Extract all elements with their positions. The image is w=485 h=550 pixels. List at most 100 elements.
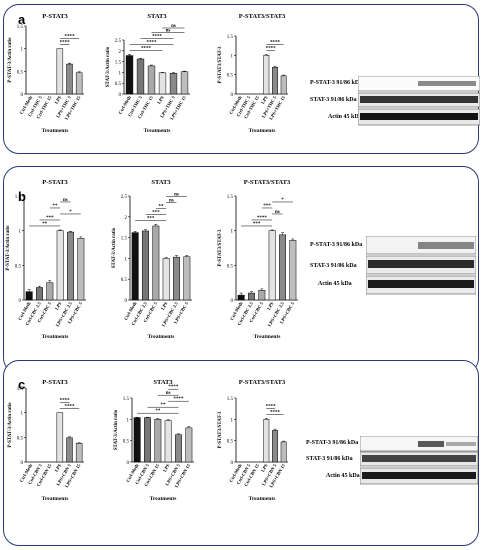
bar-c2-1 (144, 417, 151, 463)
chart-title-b3: P-STAT3/STAT3 (244, 179, 291, 186)
sig-label-b3-1: **** (257, 216, 268, 221)
y-tick-label-a2-2: 1 (119, 71, 122, 76)
y-tick-label-c2-2: 1 (127, 418, 130, 423)
y-tick-label-c3-3: 1.5 (227, 397, 234, 402)
chart-title-b1: P-STAT3 (42, 179, 68, 186)
y-label-a3: P-STAT3/STAT-3 (218, 46, 223, 83)
y-tick-label-a3-2: 1 (231, 54, 234, 59)
panel-label-a: a (18, 12, 26, 27)
x-label-a3: Treatments (249, 128, 276, 134)
y-tick-label-b2-5: 2.5 (121, 195, 128, 200)
sig-label-c2-2: **** (174, 397, 185, 402)
sig-label-c2-1: ** (161, 403, 167, 408)
bar-b2-5 (183, 256, 191, 301)
bar-b2-1 (142, 230, 149, 301)
bar-c3-4 (272, 430, 278, 463)
sig-label-c3-1: **** (266, 404, 277, 409)
bar-a2-5 (180, 71, 189, 95)
sig-label-a1-1: **** (65, 35, 76, 40)
chart-title-c1: P-STAT3 (42, 379, 68, 386)
category-label-b1-3: LPS (54, 301, 63, 311)
category-label-c3-3: LPS (260, 463, 269, 473)
y-tick-label-c3-1: 0.5 (227, 440, 234, 445)
x-label-c1: Treatments (42, 496, 69, 502)
category-label-a2-3: LPS (156, 95, 165, 105)
sig-label-b2-0: *** (147, 216, 155, 221)
bar-c3-3 (263, 419, 270, 463)
x-label-b3: Treatments (254, 334, 281, 340)
blot-c-label-pstat: P-STAT-3 91/86 kDa (306, 440, 359, 446)
y-tick-label-a2-4: 2 (119, 50, 122, 55)
bar-a2-0 (125, 55, 134, 95)
sig-label-a3-0: **** (266, 47, 277, 52)
y-label-c1: P-STAT-3/Actin ratio (8, 402, 13, 448)
y-label-b3: P-STAT3/STAT-3 (218, 229, 223, 266)
bar-a1-5 (75, 72, 83, 95)
y-label-c2: STAT-3/Actin ratio (114, 409, 119, 450)
sig-label-a1-0: **** (60, 41, 71, 46)
y-label-a2: STAT-3/Actin ratio (106, 46, 111, 87)
sig-label-a2-0: **** (141, 46, 152, 51)
sig-label-b2-2: ** (159, 204, 165, 209)
bar-a3-3 (263, 55, 270, 95)
bar-b3-2 (258, 290, 266, 301)
blot-a-label-actin: Actin 45 kDa (328, 114, 362, 120)
blot-c-label-actin: Actin 45 kDa (326, 473, 360, 479)
y-tick-label-c2-1: 0.5 (123, 440, 130, 445)
category-label-b2-3: LPS (160, 301, 169, 311)
y-tick-label-c2-3: 1.5 (123, 397, 130, 402)
y-tick-label-b2-0: 0 (125, 299, 128, 304)
bar-c1-4 (66, 437, 73, 463)
x-label-a1: Treatments (42, 128, 69, 134)
y-tick-label-b2-4: 2 (125, 216, 128, 221)
bar-c2-5 (185, 427, 193, 463)
sig-label-b3-0: *** (253, 222, 261, 227)
sig-label-a2-2: **** (152, 34, 163, 39)
category-label-b3-3: LPS (266, 301, 275, 311)
bar-b3-3 (268, 230, 276, 301)
chart-a3: P-STAT3/STAT300.511.5P-STAT3/STAT-3Ctrl-… (218, 13, 288, 134)
blot-b: P-STAT-3 91/86 kDa STAT-3 91/86 kDa Acti… (310, 236, 476, 296)
bar-c2-2 (154, 419, 162, 463)
y-tick-label-a3-0: 0 (231, 93, 234, 98)
bar-a1-3 (56, 48, 64, 95)
sig-label-c2-3: ns (166, 391, 171, 396)
bar-a3-4 (272, 67, 278, 95)
bar-b2-4 (173, 256, 180, 301)
y-tick-label-b3-2: 1 (231, 230, 234, 235)
bar-b1-4 (67, 231, 74, 301)
panel-label-b: b (18, 189, 26, 204)
sig-label-b1-0: ** (42, 222, 48, 227)
sig-label-c1-0: **** (65, 405, 76, 410)
sig-label-b3-4: * (281, 198, 284, 203)
y-tick-label-a3-3: 1.5 (227, 35, 234, 40)
sig-label-a2-4: ns (171, 24, 176, 29)
bar-c2-4 (175, 434, 182, 463)
bar-b1-1 (36, 287, 43, 301)
sig-label-b1-3: ** (53, 204, 59, 209)
chart-title-c2: STAT3 (153, 379, 173, 386)
category-label-a1-3: LPS (54, 95, 63, 105)
bar-a2-2 (147, 65, 156, 95)
bar-c3-5 (280, 441, 287, 463)
bar-b2-2 (152, 225, 160, 301)
bar-b3-1 (248, 292, 255, 301)
blot-a-label-pstat: P-STAT-3 91/86 kDa (310, 80, 363, 86)
y-tick-label-c1-3: 1.5 (17, 387, 24, 392)
sig-label-b2-4: ns (174, 192, 179, 197)
bar-b1-2 (46, 282, 54, 301)
chart-title-a2: STAT3 (147, 13, 167, 20)
y-tick-label-c1-2: 1 (21, 412, 24, 417)
bar-c1-3 (56, 412, 64, 463)
bar-a2-3 (158, 72, 167, 95)
y-label-b2: STAT-3/Actin ratio (112, 227, 117, 268)
y-tick-label-a1-0: 0 (21, 93, 24, 98)
bar-b2-0 (131, 232, 139, 301)
y-label-a1: P-STAT-3/Actin ratio (8, 37, 13, 83)
x-label-a2: Treatments (144, 128, 171, 134)
sig-label-b1-2: * (69, 210, 72, 215)
